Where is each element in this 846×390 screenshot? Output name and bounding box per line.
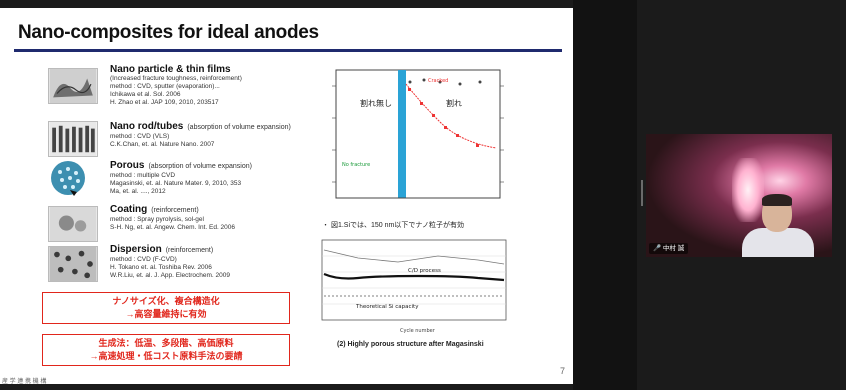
legend-no-fracture: No fracture <box>342 162 370 168</box>
item-line: C.K.Chan, et. al. Nature Nano. 2007 <box>110 141 215 148</box>
item-heading: Coating (reinforcement) <box>110 204 199 215</box>
item-heading: Porous (absorption of volume expansion) <box>110 160 252 171</box>
item-line: (Increased fracture toughness, reinforce… <box>110 75 242 82</box>
panel-divider <box>573 0 637 390</box>
participant-body <box>742 228 814 257</box>
item-line: method : Spray pyrolysis, sol-gel <box>110 216 204 223</box>
item-line: Ma, et. al. ...., 2012 <box>110 188 166 195</box>
presentation-slide: Nano-composites for ideal anodes Nano pa… <box>0 8 573 384</box>
critical-size-band <box>398 70 406 198</box>
porous-thumbnail <box>51 161 85 196</box>
lamp-glow <box>732 158 764 222</box>
chart1-caption: ・ 図1.Siでは、150 nm以下でナノ粒子が有効 <box>322 222 465 229</box>
item-line: method : CVD (F-CVD) <box>110 256 177 263</box>
item-heading: Nano particle & thin films <box>110 64 231 75</box>
summary-box-production: 生成法：低温、多段階、高価原料 →高速処理・低コスト原料手法の要請 <box>42 334 290 366</box>
item-heading: Nano rod/tubes (absorption of volume expa… <box>110 121 291 132</box>
footer-logo: 産 学 連 携 機 構 <box>2 379 47 384</box>
item-line: method : CVD (VLS) <box>110 133 170 140</box>
chart2-caption: (2) Highly porous structure after Magasi… <box>337 341 484 348</box>
item-line: S-H. Ng, et. al. Angew. Chem. Int. Ed. 2… <box>110 224 236 231</box>
no-crack-label: 割れ無し <box>360 98 392 108</box>
capacity-cycle-chart: C/D process Theoretical Si capacity Cycl… <box>321 239 507 334</box>
legend-cracked: Cracked <box>428 78 448 84</box>
item-line: W.R.Liu, et. al. J. App. Electrochem. 20… <box>110 272 230 279</box>
summary-box-nanosize: ナノサイズ化、複合構造化 →高容量維持に有効 <box>42 292 290 324</box>
slide-page-number: 7 <box>560 366 566 376</box>
item-line: H. Zhao et al. JAP 109, 2010, 203517 <box>110 99 219 106</box>
item-line: Ichikawa et al. Sol. 2006 <box>110 91 181 98</box>
nanorod-thumbnail <box>48 121 98 157</box>
participant-video-tile[interactable]: 🎤 中村 誠 <box>646 134 832 257</box>
item-line: Magasinski, et. al. Nature Mater. 9, 201… <box>110 180 242 187</box>
title-rule <box>14 49 562 52</box>
slide-title: Nano-composites for ideal anodes <box>18 22 319 43</box>
dispersion-thumbnail <box>48 246 98 282</box>
nanoparticle-thumbnail <box>48 68 98 104</box>
participant-name-tag: 🎤 中村 誠 <box>649 243 689 254</box>
item-line: method : CVD, sputter (evaporation)... <box>110 83 220 90</box>
crack-label: 割れ <box>446 98 462 108</box>
theoretical-capacity-label: Theoretical Si capacity <box>355 304 419 310</box>
resize-handle[interactable] <box>641 180 643 206</box>
item-line: H. Tokano et. al. Toshiba Rev. 2006 <box>110 264 212 271</box>
item-heading: Dispersion (reinforcement) <box>110 244 214 255</box>
crack-size-chart: 割れ無し 割れ Cracked No fracture <box>332 69 504 199</box>
cd-process-label: C/D process <box>408 268 441 274</box>
item-line: method : multiple CVD <box>110 172 176 179</box>
cycle-axis-label: Cycle number <box>400 328 436 334</box>
participant-hair <box>762 194 792 206</box>
coating-thumbnail <box>48 206 98 242</box>
